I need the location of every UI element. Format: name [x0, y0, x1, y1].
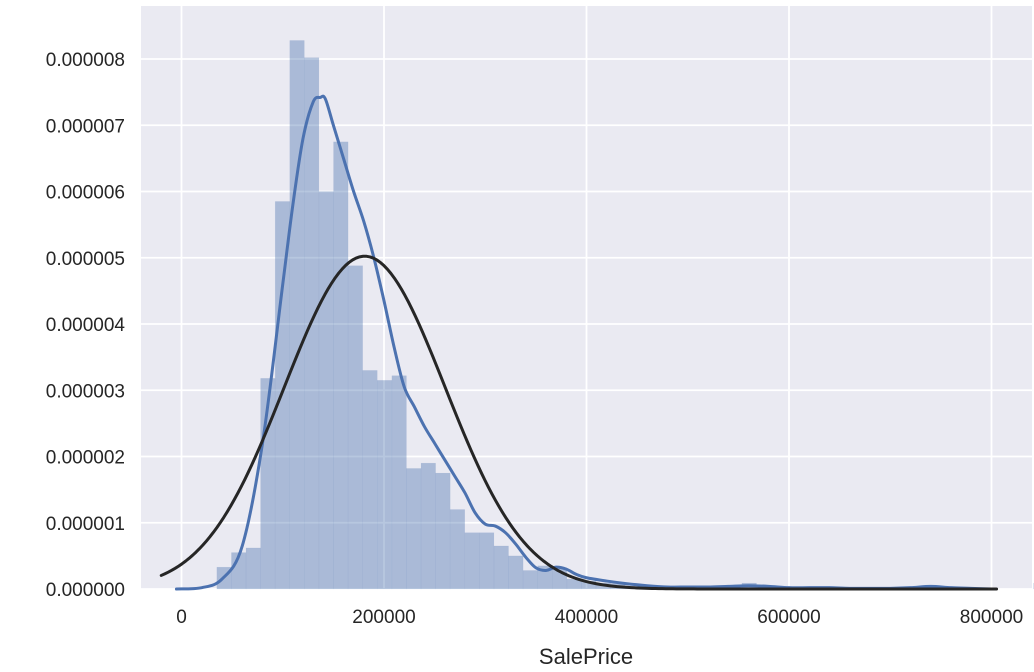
histogram-bar: [348, 266, 363, 589]
y-tick-label: 0.000005: [46, 249, 125, 270]
histogram-bar: [377, 380, 392, 589]
histogram-bar: [509, 556, 524, 589]
histogram-bar: [494, 546, 509, 589]
histogram-bar: [392, 376, 407, 589]
y-tick-label: 0.000003: [46, 381, 125, 402]
histogram-bar: [436, 473, 451, 589]
x-tick-label: 600000: [757, 607, 820, 628]
x-tick-labels: 0 200000 400000 600000 800000: [176, 607, 1023, 628]
y-tick-label: 0.000004: [46, 315, 126, 336]
y-tick-label: 0.000001: [46, 514, 125, 535]
y-tick-label: 0.000006: [46, 183, 125, 204]
x-axis-label: SalePrice: [539, 644, 633, 669]
histogram-bar: [363, 370, 378, 589]
y-tick-label: 0.000000: [46, 580, 125, 601]
histogram-bar: [319, 192, 334, 590]
x-tick-label: 800000: [960, 607, 1023, 628]
y-tick-label: 0.000002: [46, 448, 125, 469]
histogram-bar: [421, 463, 436, 589]
y-tick-label: 0.000007: [46, 116, 125, 137]
x-tick-label: 400000: [555, 607, 618, 628]
histogram-bar: [523, 570, 538, 589]
histogram-bar: [465, 533, 480, 589]
histogram-bar: [406, 468, 421, 589]
histogram-bar: [479, 533, 494, 589]
x-tick-label: 200000: [352, 607, 415, 628]
histogram-bar: [246, 548, 261, 589]
histogram-bar: [290, 40, 305, 589]
histogram-bar: [334, 142, 349, 589]
histogram-bar: [450, 510, 465, 590]
y-tick-label: 0.000008: [46, 50, 125, 71]
y-tick-labels: 0.000000 0.000001 0.000002 0.000003 0.000004…: [46, 50, 126, 601]
x-tick-label: 0: [176, 607, 187, 628]
